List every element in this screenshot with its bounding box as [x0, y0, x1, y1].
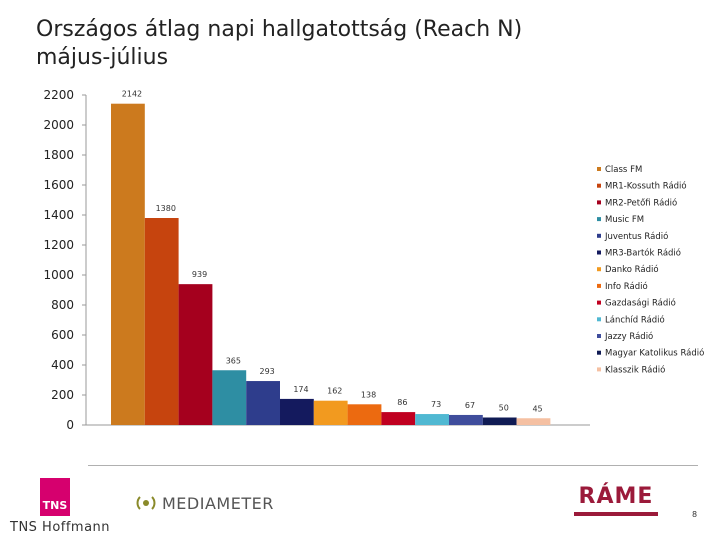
bar — [313, 400, 348, 425]
legend-swatch — [597, 183, 601, 188]
bar — [246, 381, 280, 425]
rame-text: RÁME — [578, 484, 654, 509]
data-label: 138 — [361, 390, 376, 399]
y-tick-label: 400 — [51, 358, 74, 372]
bar — [280, 398, 314, 425]
data-label: 73 — [431, 400, 441, 409]
legend-label: Lánchíd Rádió — [605, 314, 665, 325]
data-label: 1380 — [156, 204, 176, 213]
legend-swatch — [597, 283, 601, 288]
y-tick-label: 0 — [66, 418, 74, 432]
data-labels: 2142 1380 939 365 293 174 162 138 86 73 67 50 45 — [122, 90, 543, 414]
data-label: 2142 — [122, 90, 142, 99]
bar — [111, 103, 145, 425]
bar — [212, 370, 247, 425]
legend-swatch — [597, 167, 601, 171]
legend-label: MR3-Bartók Rádió — [605, 248, 681, 259]
legend-label: Danko Rádió — [605, 264, 659, 275]
legend-swatch — [597, 317, 601, 322]
data-label: 174 — [293, 385, 308, 394]
legend-label: Jazzy Rádió — [604, 331, 653, 342]
data-label: 45 — [532, 404, 542, 413]
legend-swatch — [597, 267, 601, 272]
data-label: 293 — [260, 367, 275, 376]
legend-label: Gazdasági Rádió — [605, 298, 676, 309]
rame-underline — [574, 512, 658, 516]
data-label: 67 — [465, 401, 475, 410]
legend-swatch — [597, 334, 601, 338]
y-tick-label: 600 — [51, 328, 74, 342]
rame-logo: RÁME — [574, 484, 658, 520]
y-tick-label: 1600 — [43, 178, 74, 192]
page-number: 8 — [692, 510, 698, 519]
legend-label: Klasszik Rádió — [605, 364, 665, 375]
bar — [516, 418, 551, 425]
bars — [111, 103, 551, 425]
legend-label: Magyar Katolikus Rádió — [605, 348, 704, 359]
y-tick-label: 800 — [51, 298, 74, 312]
bar — [144, 218, 179, 425]
legend-swatch — [597, 350, 601, 355]
data-label: 162 — [327, 387, 342, 396]
legend-swatch — [597, 250, 601, 255]
bar — [415, 414, 449, 425]
data-label: 50 — [499, 404, 509, 413]
tns-logo: TNS — [40, 478, 70, 516]
y-tick-label: 200 — [51, 388, 74, 402]
bar — [449, 414, 483, 425]
y-tick-label: 1200 — [43, 238, 74, 252]
mediameter-text: MEDIAMETER — [162, 493, 274, 513]
company-name: TNS Hoffmann — [10, 520, 111, 535]
bar — [178, 284, 213, 425]
y-tick-label: 1800 — [43, 148, 74, 162]
data-label: 365 — [226, 356, 241, 365]
bar-chart: 0 200 400 600 800 1000 1200 1400 1600 1800 2000 220… — [43, 88, 704, 432]
legend-label: Juventus Rádió — [604, 231, 668, 242]
legend-label: Class FM — [605, 165, 642, 175]
data-label: 86 — [397, 398, 407, 407]
chart-title: Országos átlag napi hallgatottság (Reach… — [36, 17, 523, 70]
legend-swatch — [597, 233, 601, 238]
bar — [347, 404, 382, 425]
legend-label: MR2-Petőfi Rádió — [605, 197, 677, 208]
y-tick-label: 1400 — [43, 208, 74, 222]
legend-label: Music FM — [605, 215, 644, 225]
y-tick-label: 1000 — [43, 268, 74, 282]
legend-swatch — [597, 200, 601, 205]
y-tick-label: 2000 — [43, 118, 74, 132]
footer-divider — [88, 465, 698, 466]
bar — [381, 412, 416, 425]
legend-swatch — [597, 300, 601, 305]
bar — [482, 417, 517, 425]
legend-swatch — [597, 217, 601, 222]
legend-swatch — [597, 367, 601, 372]
y-tick-label: 2200 — [43, 88, 74, 102]
mediameter-icon — [136, 496, 156, 510]
legend-label: Info Rádió — [605, 281, 648, 292]
legend: Class FM MR1-Kossuth Rádió MR2-Petőfi Rádi… — [597, 165, 704, 375]
legend-label: MR1-Kossuth Rádió — [605, 181, 687, 192]
mediameter-logo: MEDIAMETER — [136, 490, 274, 516]
data-label: 939 — [192, 270, 207, 279]
